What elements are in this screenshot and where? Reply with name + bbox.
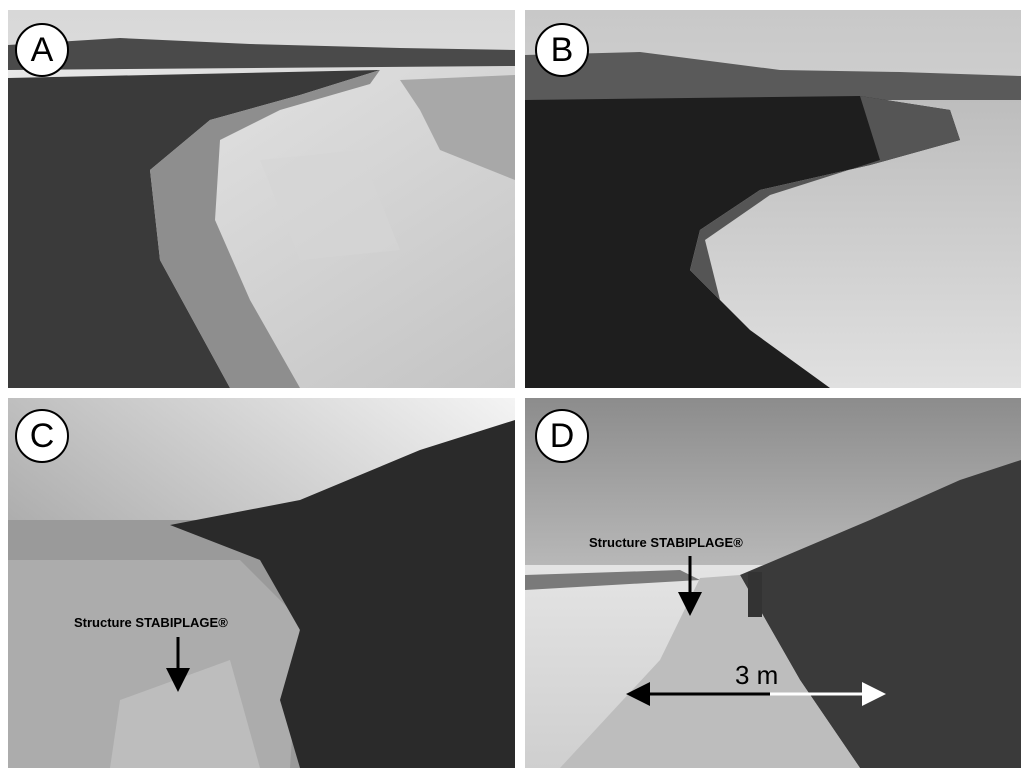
scale-label: 3 m [735,660,778,690]
annotation: Structure STABIPLAGE® [74,615,228,630]
photo-d [525,398,1021,768]
photo-c [8,398,515,768]
label-text: B [551,31,574,69]
panel-label-a: A [15,23,69,77]
panel-label-c: C [15,409,69,463]
label-text: A [31,31,54,69]
label-text: C [30,417,55,455]
panel-label-b: B [535,23,589,77]
label-text: D [550,417,575,455]
annotation: Structure STABIPLAGE® [589,535,743,550]
photo-a [8,10,515,388]
photo-b [525,10,1021,388]
panel-label-d: D [535,409,589,463]
